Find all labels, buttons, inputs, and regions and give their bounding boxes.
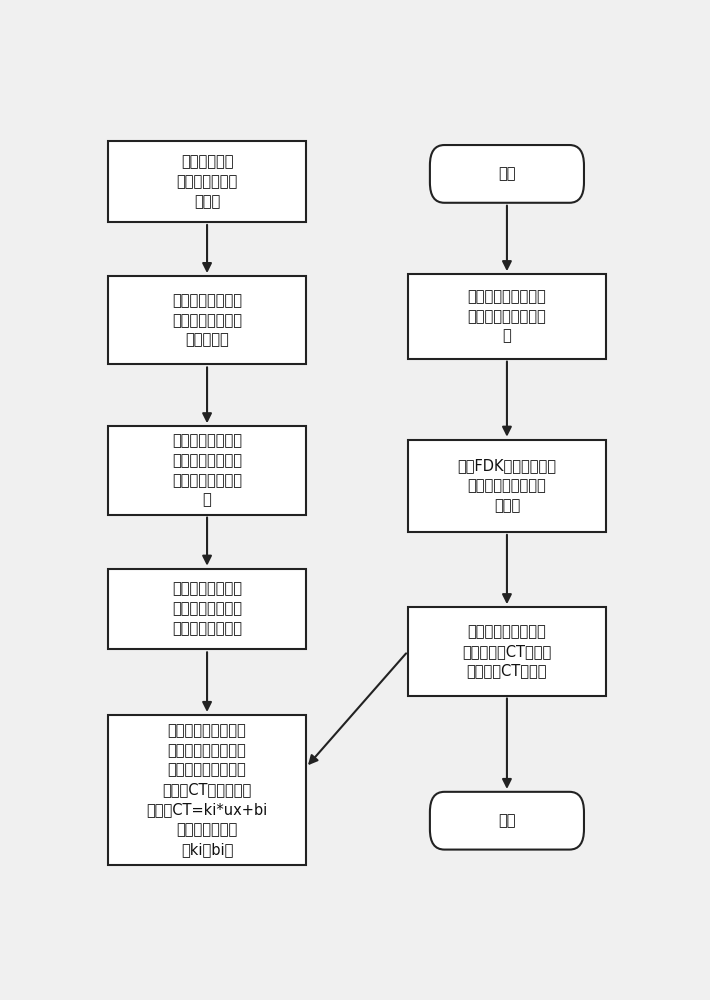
FancyBboxPatch shape bbox=[408, 274, 606, 359]
FancyBboxPatch shape bbox=[408, 607, 606, 696]
FancyBboxPatch shape bbox=[108, 715, 306, 865]
Text: 结束: 结束 bbox=[498, 813, 515, 828]
FancyBboxPatch shape bbox=[430, 145, 584, 203]
Text: 设置扫描条件
（电压，电流，
层厚）: 设置扫描条件 （电压，电流， 层厚） bbox=[176, 154, 238, 209]
FancyBboxPatch shape bbox=[408, 440, 606, 532]
FancyBboxPatch shape bbox=[430, 792, 584, 850]
Text: 选取若干感兴趣区
域计算水模与骨组
织体模的衰减系数: 选取若干感兴趣区 域计算水模与骨组 织体模的衰减系数 bbox=[172, 582, 242, 636]
Text: 采用基于模板图像
的多项式拟合方法
去除硬化伪影与噪
声: 采用基于模板图像 的多项式拟合方法 去除硬化伪影与噪 声 bbox=[172, 433, 242, 508]
FancyBboxPatch shape bbox=[108, 569, 306, 649]
Text: 开始: 开始 bbox=[498, 166, 515, 181]
Text: 根据扫描条件确定出
衰减系数与CT值的关
系，进行CT值校正: 根据扫描条件确定出 衰减系数与CT值的关 系，进行CT值校正 bbox=[462, 624, 552, 679]
FancyBboxPatch shape bbox=[108, 276, 306, 364]
Text: 设置扫描条件扫描其
它物质，获取投影数
据: 设置扫描条件扫描其 它物质，获取投影数 据 bbox=[468, 289, 546, 344]
Text: 扫描空气，水模，
体模获得原始扫描
数据并重建: 扫描空气，水模， 体模获得原始扫描 数据并重建 bbox=[172, 293, 242, 348]
FancyBboxPatch shape bbox=[108, 426, 306, 515]
FancyBboxPatch shape bbox=[108, 141, 306, 222]
Text: 由不同扫描条件下获
得的空气，水模与骨
组织体模的衰减系数
及理想CT值，依据目
标函数CT=ki*ux+bi
进行拟合，求出
（ki，bi）: 由不同扫描条件下获 得的空气，水模与骨 组织体模的衰减系数 及理想CT值，依据目… bbox=[146, 723, 268, 857]
Text: 运用FDK方法进行图像
重建得到物质衰减系
数图像: 运用FDK方法进行图像 重建得到物质衰减系 数图像 bbox=[457, 458, 557, 513]
